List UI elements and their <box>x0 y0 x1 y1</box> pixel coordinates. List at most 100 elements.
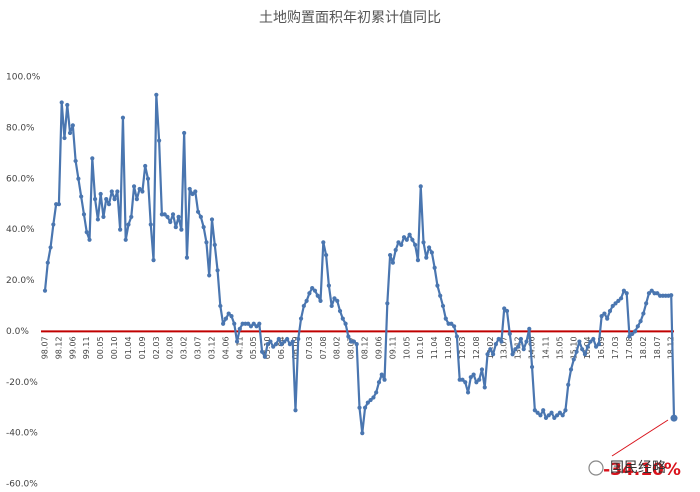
data-point <box>388 252 393 258</box>
data-point <box>493 341 498 347</box>
data-point <box>279 341 284 347</box>
data-point <box>560 413 565 418</box>
data-point <box>390 260 395 265</box>
data-point <box>605 316 610 321</box>
data-point <box>84 230 89 235</box>
data-point <box>529 364 535 370</box>
y-tick-label: 20.0% <box>6 276 35 286</box>
chart-title: 土地购置面积年初累计值同比 <box>259 9 441 26</box>
x-tick-label: 10.05 <box>402 336 411 359</box>
data-point <box>137 186 142 192</box>
data-point <box>290 339 295 344</box>
data-point <box>502 306 507 311</box>
data-point <box>218 303 223 309</box>
data-point <box>574 349 579 354</box>
data-point <box>463 380 468 385</box>
data-point <box>254 324 259 329</box>
data-point <box>140 189 145 194</box>
data-point <box>215 268 220 273</box>
data-point <box>293 408 298 413</box>
data-point <box>324 252 329 258</box>
data-point <box>490 352 496 357</box>
x-tick-label: 17.03 <box>611 336 620 359</box>
data-point <box>45 260 50 265</box>
data-point <box>443 316 448 321</box>
data-point <box>346 334 351 339</box>
x-tick-label: 08.12 <box>361 336 370 359</box>
data-point <box>59 100 64 105</box>
data-point <box>67 130 73 136</box>
data-point <box>115 189 120 194</box>
data-point <box>607 308 613 314</box>
data-point <box>588 339 593 344</box>
annotation-pointer <box>611 419 669 457</box>
data-point <box>632 329 638 334</box>
data-point <box>644 301 649 306</box>
data-point <box>101 214 106 220</box>
data-point <box>201 224 206 230</box>
data-point <box>432 265 437 270</box>
x-tick-label: 10.10 <box>416 336 425 359</box>
data-point <box>298 316 304 321</box>
data-point <box>273 341 279 347</box>
data-point <box>287 341 293 347</box>
data-point <box>62 135 67 141</box>
data-point <box>246 321 251 326</box>
data-point <box>499 339 504 344</box>
data-point <box>413 242 418 247</box>
data-point <box>599 314 604 319</box>
data-point <box>371 395 376 400</box>
data-point <box>535 410 540 415</box>
data-point <box>76 176 81 181</box>
data-point <box>465 390 471 395</box>
x-tick-label: 14.06 <box>528 336 537 359</box>
data-point <box>65 102 70 108</box>
data-point <box>546 413 551 418</box>
x-tick-label: 99.06 <box>68 336 77 359</box>
data-point <box>326 283 331 288</box>
data-point <box>619 296 624 301</box>
data-point <box>396 240 401 245</box>
data-point <box>357 405 362 410</box>
data-point <box>568 367 574 372</box>
data-point <box>429 250 434 255</box>
data-point <box>176 214 181 220</box>
data-point <box>582 352 588 357</box>
data-point <box>382 377 387 382</box>
data-point <box>259 349 265 354</box>
data-point <box>577 339 582 344</box>
data-point <box>148 222 153 227</box>
data-point <box>318 298 323 303</box>
data-point <box>596 341 601 347</box>
data-point <box>81 212 87 217</box>
data-point <box>190 191 195 197</box>
x-tick-label: 98.07 <box>41 336 50 359</box>
data-point <box>410 237 415 242</box>
data-point <box>379 372 384 377</box>
data-point <box>157 138 162 143</box>
data-point <box>580 347 585 352</box>
data-point <box>193 189 198 194</box>
data-point <box>399 242 404 247</box>
watermark-icon <box>588 460 604 476</box>
x-tick-label: 06.09 <box>291 336 300 359</box>
x-tick-label: 03.02 <box>180 336 189 359</box>
data-point <box>165 214 170 220</box>
data-point <box>92 197 98 202</box>
x-tick-label: 18.12 <box>667 336 676 359</box>
data-point <box>198 214 203 220</box>
y-tick-label: -20.0% <box>6 378 38 388</box>
data-point <box>229 314 234 319</box>
data-point <box>343 321 348 326</box>
data-point <box>468 375 473 380</box>
data-point <box>332 296 337 301</box>
data-point <box>649 288 654 293</box>
data-point <box>426 245 432 250</box>
data-point <box>251 321 256 326</box>
data-point <box>226 311 231 316</box>
data-point <box>571 357 576 362</box>
data-point <box>527 326 532 331</box>
data-point <box>627 334 632 339</box>
data-point <box>276 336 281 342</box>
